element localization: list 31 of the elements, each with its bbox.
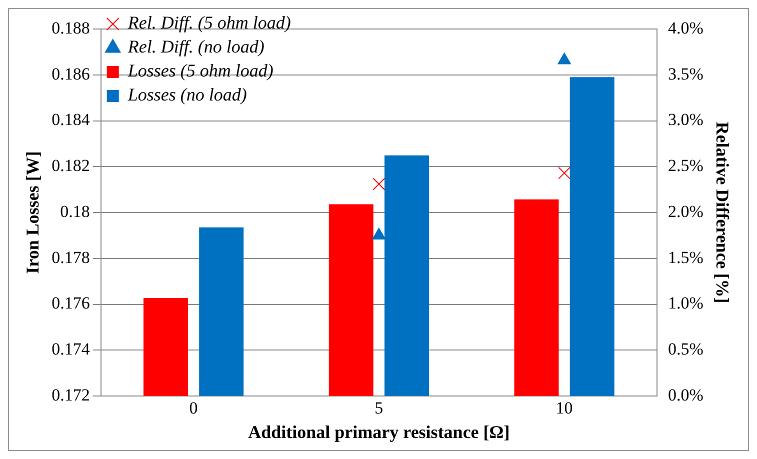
y2-tick-label: 2.5% bbox=[668, 156, 704, 176]
y-tick-label: 0.172 bbox=[52, 385, 90, 404]
y2-tick-label: 1.0% bbox=[668, 294, 704, 313]
y2-tick-label: 3.5% bbox=[668, 64, 704, 84]
y-tick-label: 0.174 bbox=[52, 340, 90, 359]
y-axis-title: Iron Losses [W] bbox=[22, 151, 42, 274]
y-tick-label: 0.184 bbox=[52, 110, 90, 130]
point bbox=[558, 166, 570, 180]
y2-tick-label: 0.0% bbox=[668, 385, 704, 404]
y-tick-label: 0.182 bbox=[52, 156, 90, 176]
y2-axis-title: Relative Difference [%] bbox=[712, 122, 733, 304]
legend-label: Losses (no load) bbox=[126, 84, 247, 105]
legend-label: Losses (5 ohm load) bbox=[126, 60, 274, 81]
y-tick-label: 0.18 bbox=[60, 202, 90, 221]
y-tick-label: 0.186 bbox=[52, 64, 90, 84]
y-tick-label: 0.188 bbox=[52, 18, 90, 38]
x-tick-label: 5 bbox=[374, 398, 384, 418]
y2-tick-label: 0.5% bbox=[668, 340, 704, 359]
y2-tick-label: 4.0% bbox=[668, 18, 704, 38]
y-tick-label: 0.178 bbox=[52, 248, 90, 267]
x-tick-label: 0 bbox=[189, 398, 198, 418]
legend-label: Rel. Diff. (no load) bbox=[126, 36, 264, 57]
x-axis-title: Additional primary resistance [Ω] bbox=[248, 422, 510, 442]
point bbox=[372, 178, 386, 190]
y-tick-label: 0.176 bbox=[52, 294, 90, 313]
x-tick-label: 10 bbox=[556, 398, 573, 418]
point bbox=[558, 52, 571, 64]
y2-tick-label: 3.0% bbox=[668, 110, 704, 130]
y2-tick-label: 2.0% bbox=[668, 202, 704, 221]
legend-label: Rel. Diff. (5 ohm load) bbox=[126, 12, 291, 33]
y2-tick-label: 1.5% bbox=[668, 248, 704, 267]
